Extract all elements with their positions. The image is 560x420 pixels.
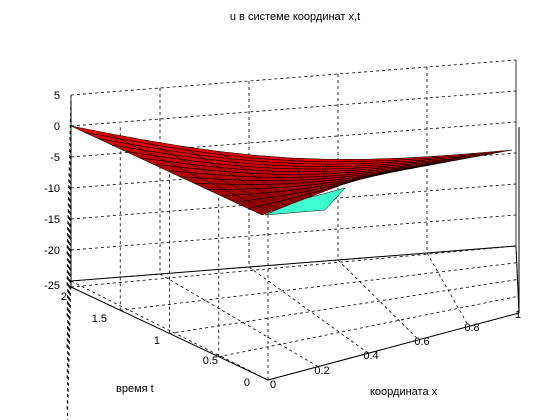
t-tick-label: 2 <box>61 291 67 303</box>
grid-line <box>66 125 72 286</box>
grid-line <box>120 262 517 311</box>
t-tick-label: 1.5 <box>92 313 107 325</box>
grid-line <box>248 267 249 271</box>
grid-line <box>70 90 517 127</box>
grid-line <box>426 252 470 327</box>
z-tick-label: 0 <box>54 121 60 133</box>
grid-lines <box>66 59 520 420</box>
x-tick-label: 0.2 <box>314 365 329 377</box>
axis-line <box>70 245 517 282</box>
x-axis-label: координата x <box>370 386 438 398</box>
t-tick-label: 0.5 <box>203 355 218 367</box>
x-tick-label: 0 <box>270 379 276 391</box>
t-tick-label: 1 <box>154 335 160 347</box>
grid-line <box>337 259 419 341</box>
chart-title: u в системе координат x,t <box>230 11 360 23</box>
z-tick-label: 5 <box>54 90 60 102</box>
grid-line <box>169 279 518 334</box>
t-tick-label: 0 <box>244 377 250 389</box>
axes-box <box>70 60 520 381</box>
z-tick-label: -10 <box>44 183 60 195</box>
x-tick-label: 0.6 <box>414 336 429 348</box>
surface-patch <box>295 166 327 170</box>
x-tick-label: 1 <box>515 309 521 321</box>
grid-line <box>159 273 319 367</box>
grid-line <box>67 280 72 420</box>
grid-line <box>66 187 72 348</box>
surface-patch <box>271 170 301 175</box>
axis-line <box>70 286 269 381</box>
axis-line <box>267 312 520 381</box>
z-tick-label: -5 <box>50 152 60 164</box>
grid-line <box>66 94 72 255</box>
surface <box>70 125 513 216</box>
grid-line <box>66 218 72 379</box>
x-tick-label: 0.4 <box>363 350 378 362</box>
surface-patch <box>274 174 302 178</box>
z-tick-label: -25 <box>44 280 60 292</box>
grid-line <box>248 266 369 354</box>
grid-line <box>66 249 72 410</box>
z-tick-label: -20 <box>44 245 60 257</box>
surface-patch <box>351 175 371 182</box>
grid-line <box>218 295 519 358</box>
t-axis-label: время t <box>116 383 154 395</box>
z-tick-label: -15 <box>44 214 60 226</box>
x-tick-label: 0.8 <box>464 322 479 334</box>
grid-line <box>66 156 72 317</box>
grid-line <box>70 245 517 288</box>
grid-line <box>70 214 517 251</box>
grid-line <box>70 59 517 96</box>
